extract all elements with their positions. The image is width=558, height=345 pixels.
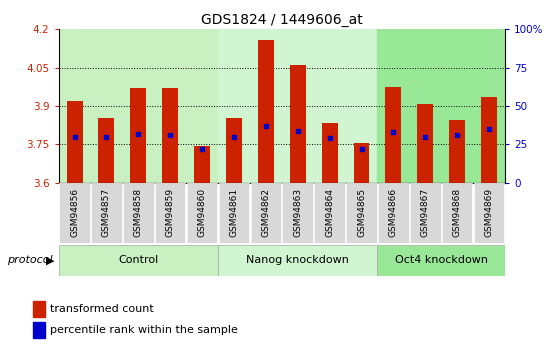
FancyBboxPatch shape bbox=[314, 183, 345, 243]
FancyBboxPatch shape bbox=[155, 183, 185, 243]
Bar bbox=[386, 87, 401, 183]
Title: GDS1824 / 1449606_at: GDS1824 / 1449606_at bbox=[201, 13, 363, 27]
Text: GSM94867: GSM94867 bbox=[421, 188, 430, 237]
Text: GSM94861: GSM94861 bbox=[229, 188, 238, 237]
FancyBboxPatch shape bbox=[377, 245, 505, 276]
FancyBboxPatch shape bbox=[219, 183, 249, 243]
Bar bbox=[258, 40, 274, 183]
Text: protocol: protocol bbox=[7, 256, 52, 265]
FancyBboxPatch shape bbox=[91, 183, 122, 243]
FancyBboxPatch shape bbox=[282, 183, 313, 243]
Text: ▶: ▶ bbox=[46, 256, 55, 265]
Bar bbox=[321, 123, 338, 183]
Bar bbox=[218, 29, 377, 183]
Text: GSM94862: GSM94862 bbox=[261, 188, 270, 237]
FancyBboxPatch shape bbox=[187, 183, 218, 243]
Text: Oct4 knockdown: Oct4 knockdown bbox=[395, 256, 488, 265]
Text: percentile rank within the sample: percentile rank within the sample bbox=[51, 325, 238, 335]
FancyBboxPatch shape bbox=[59, 245, 218, 276]
Bar bbox=[354, 143, 369, 183]
FancyBboxPatch shape bbox=[218, 245, 377, 276]
Bar bbox=[162, 88, 178, 183]
Text: GSM94859: GSM94859 bbox=[166, 188, 175, 237]
Bar bbox=[377, 29, 505, 183]
Text: GSM94865: GSM94865 bbox=[357, 188, 366, 237]
FancyBboxPatch shape bbox=[123, 183, 153, 243]
Text: GSM94869: GSM94869 bbox=[484, 188, 493, 237]
Text: Nanog knockdown: Nanog knockdown bbox=[246, 256, 349, 265]
FancyBboxPatch shape bbox=[346, 183, 377, 243]
Bar bbox=[194, 146, 210, 183]
Bar bbox=[417, 104, 433, 183]
Text: GSM94863: GSM94863 bbox=[294, 188, 302, 237]
Text: GSM94857: GSM94857 bbox=[102, 188, 111, 237]
Text: GSM94860: GSM94860 bbox=[198, 188, 206, 237]
Bar bbox=[449, 120, 465, 183]
FancyBboxPatch shape bbox=[442, 183, 473, 243]
FancyBboxPatch shape bbox=[378, 183, 408, 243]
Text: GSM94856: GSM94856 bbox=[70, 188, 79, 237]
Text: GSM94858: GSM94858 bbox=[134, 188, 143, 237]
Bar bbox=[131, 88, 146, 183]
Bar bbox=[33, 322, 46, 338]
Bar bbox=[66, 101, 83, 183]
FancyBboxPatch shape bbox=[251, 183, 281, 243]
Bar bbox=[290, 65, 306, 183]
Text: Control: Control bbox=[118, 256, 158, 265]
Bar bbox=[59, 29, 218, 183]
Bar bbox=[98, 118, 114, 183]
Bar bbox=[226, 118, 242, 183]
FancyBboxPatch shape bbox=[59, 183, 90, 243]
FancyBboxPatch shape bbox=[410, 183, 441, 243]
Text: transformed count: transformed count bbox=[51, 304, 154, 314]
Text: GSM94864: GSM94864 bbox=[325, 188, 334, 237]
Text: GSM94866: GSM94866 bbox=[389, 188, 398, 237]
Text: GSM94868: GSM94868 bbox=[453, 188, 461, 237]
FancyBboxPatch shape bbox=[474, 183, 504, 243]
Bar bbox=[481, 97, 497, 183]
Bar bbox=[33, 301, 46, 317]
